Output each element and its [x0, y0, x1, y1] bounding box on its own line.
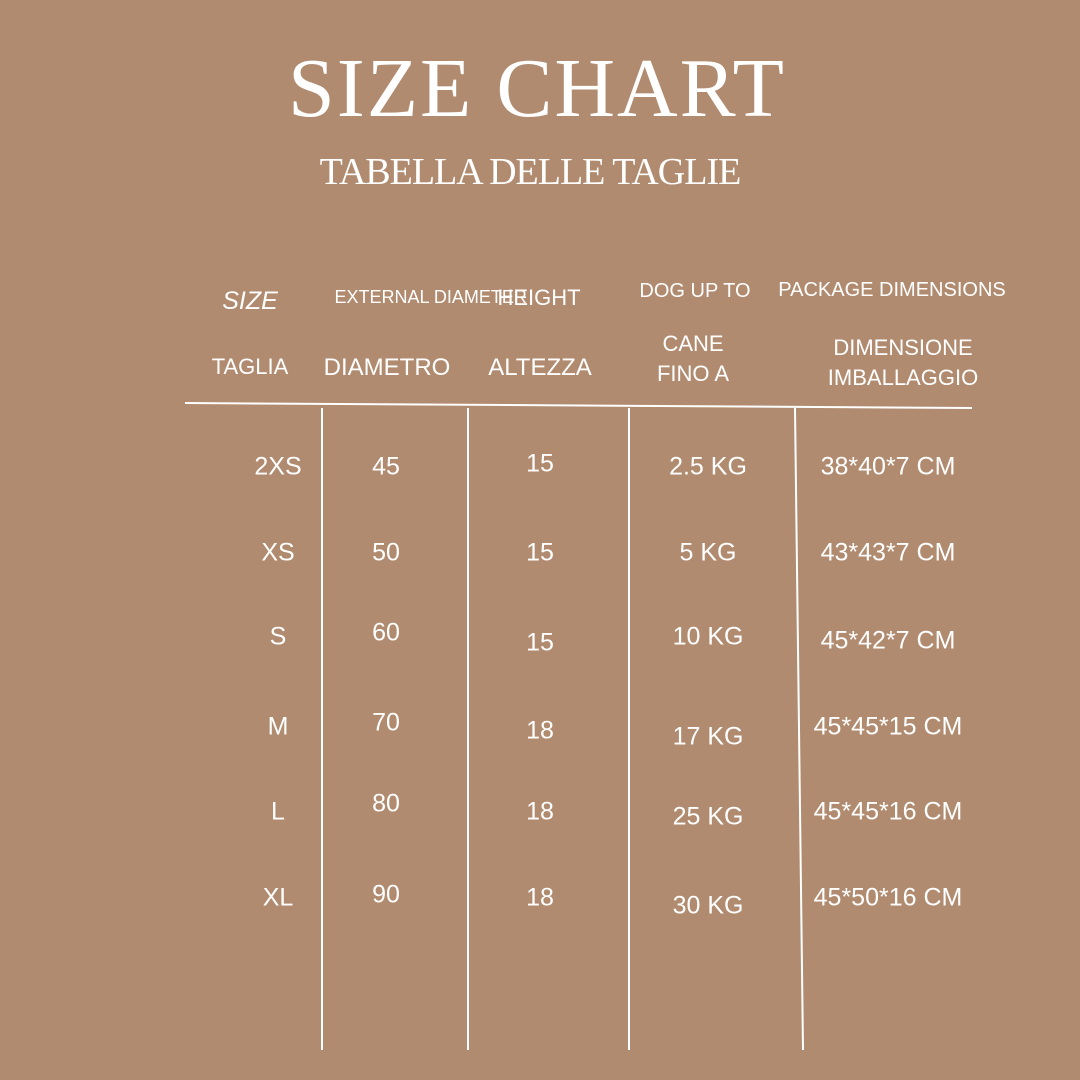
cell-diameter: 60 [372, 618, 400, 647]
header-cane-fino-a: CANE FINO A [656, 331, 730, 386]
header-size: SIZE [222, 287, 278, 315]
cell-height: 18 [526, 883, 554, 912]
cell-size: S [269, 622, 287, 651]
cell-diameter: 45 [372, 452, 400, 481]
column-divider [794, 407, 804, 1051]
cell-diameter: 70 [372, 708, 400, 737]
header-altezza: ALTEZZA [488, 354, 592, 381]
cell-diameter: 90 [372, 880, 400, 909]
cell-package-dimensions: 45*45*15 CM [813, 712, 963, 741]
cell-size: 2XS [254, 452, 302, 481]
page-title: SIZE CHART [288, 42, 786, 135]
cell-dog-weight: 17 KG [672, 722, 744, 751]
header-package-dimensions: PACKAGE DIMENSIONS [778, 279, 1006, 301]
header-taglia: TAGLIA [211, 354, 289, 379]
cell-height: 15 [526, 628, 554, 657]
cell-diameter: 80 [372, 789, 400, 818]
cell-size: M [267, 712, 289, 741]
cell-package-dimensions: 43*43*7 CM [820, 538, 956, 567]
cell-dog-weight: 5 KG [679, 538, 737, 567]
cell-size: XS [261, 538, 295, 567]
cell-dog-weight: 10 KG [672, 622, 744, 651]
cell-package-dimensions: 45*45*16 CM [813, 797, 963, 826]
header-height: HEIGHT [497, 285, 581, 310]
cell-diameter: 50 [372, 538, 400, 567]
cell-dog-weight: 2.5 KG [669, 452, 747, 481]
header-divider [184, 402, 973, 409]
header-dog-up-to: DOG UP TO [639, 280, 751, 302]
header-dimensione-imballaggio: DIMENSIONE IMBALLAGGIO [827, 335, 979, 390]
cell-package-dimensions: 38*40*7 CM [820, 452, 956, 481]
cell-height: 15 [526, 538, 554, 567]
header-diametro: DIAMETRO [323, 354, 451, 381]
cell-size: XL [262, 883, 294, 912]
page-subtitle: TABELLA DELLE TAGLIE [319, 151, 742, 193]
cell-package-dimensions: 45*50*16 CM [813, 883, 963, 912]
cell-height: 15 [526, 449, 554, 478]
cell-height: 18 [526, 716, 554, 745]
cell-height: 18 [526, 797, 554, 826]
cell-dog-weight: 25 KG [672, 802, 744, 831]
cell-package-dimensions: 45*42*7 CM [820, 626, 956, 655]
cell-dog-weight: 30 KG [672, 891, 744, 920]
cell-size: L [271, 797, 285, 826]
